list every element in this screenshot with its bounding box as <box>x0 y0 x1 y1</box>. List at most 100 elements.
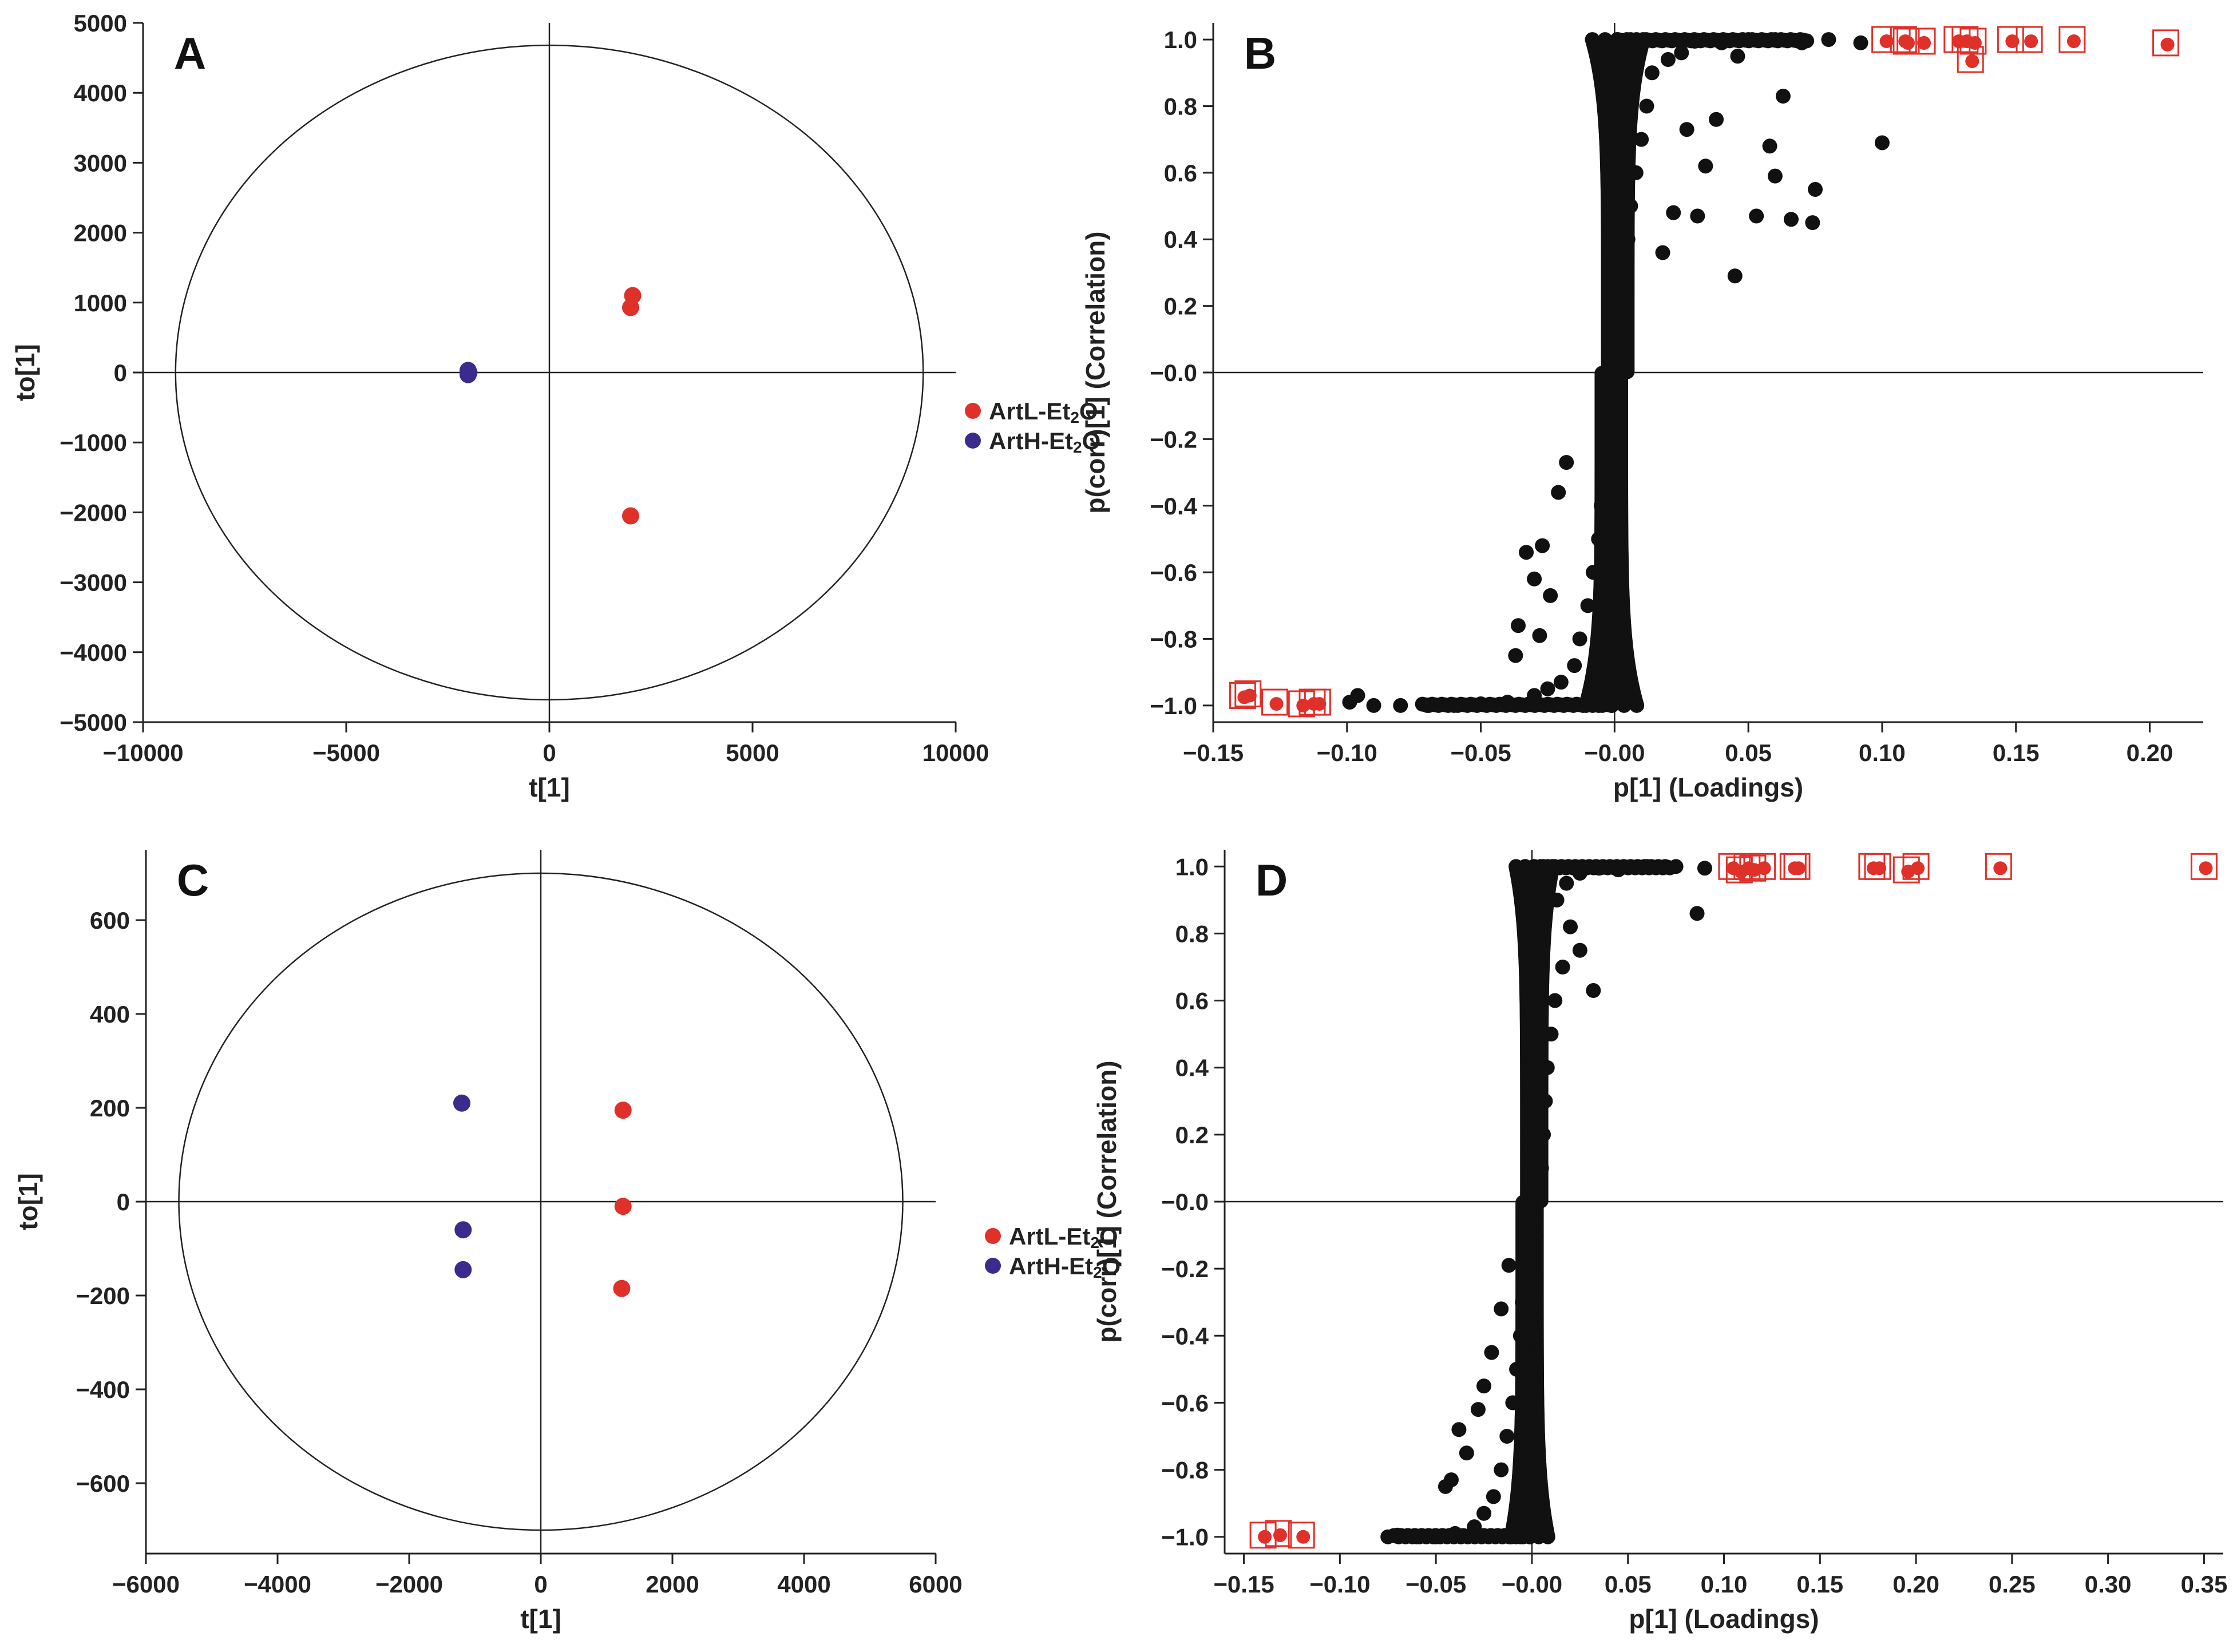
loading-point <box>1783 212 1799 227</box>
y-axis-title: to[1] <box>10 344 40 401</box>
x-tick-label: −10000 <box>102 739 183 766</box>
score-point <box>614 1102 632 1119</box>
loading-point <box>1540 681 1555 696</box>
y-tick-label: −1.0 <box>1161 1524 1209 1551</box>
x-tick-label: −5000 <box>312 739 380 766</box>
loading-point <box>1543 1027 1559 1042</box>
loading-point <box>1559 455 1574 470</box>
loading-point <box>1551 485 1566 500</box>
loading-point <box>1690 208 1705 224</box>
panel-b-s-plot: −0.15 −0.10 −0.05 −0.00 0.05 0.10 0.15 0.201.00… <box>1080 23 2203 802</box>
loading-point <box>1470 1402 1486 1417</box>
x-tick-label: 0.15 <box>1993 739 2040 766</box>
y-tick-label: −200 <box>76 1282 130 1309</box>
legend-label: ArtH-Et2O <box>989 427 1100 456</box>
score-point <box>622 507 639 525</box>
highlighted-point <box>2066 34 2081 49</box>
legend-marker <box>965 433 981 449</box>
loading-point <box>1508 648 1523 663</box>
loading-point <box>1538 1094 1553 1109</box>
score-point <box>614 1198 632 1215</box>
loading-point <box>1580 598 1595 613</box>
highlighted-point <box>1757 861 1771 875</box>
loading-point <box>1505 1395 1521 1411</box>
loading-point <box>1553 675 1569 690</box>
y-tick-label: −0.8 <box>1161 1457 1209 1484</box>
loading-point <box>1615 298 1630 314</box>
loading-point <box>1821 32 1836 47</box>
panel-label: A <box>174 28 206 78</box>
y-tick-label: −0.0 <box>1161 1189 1209 1215</box>
highlighted-point <box>1872 861 1886 875</box>
x-tick-label: −0.10 <box>1309 1571 1370 1598</box>
loading-point <box>1727 268 1743 284</box>
loading-point <box>1476 1506 1492 1521</box>
loading-point <box>1390 1527 1405 1543</box>
loading-point <box>1409 1529 1424 1544</box>
x-axis-title: t[1] <box>529 772 570 802</box>
loading-point <box>1534 1160 1549 1176</box>
loading-point <box>1527 571 1542 587</box>
loading-point <box>1591 531 1606 546</box>
x-tick-label: 0.05 <box>1725 739 1772 766</box>
loading-point <box>1447 1526 1463 1541</box>
x-tick-label: −0.05 <box>1405 1571 1466 1598</box>
x-tick-label: 4000 <box>777 1571 830 1598</box>
y-tick-label: 0.4 <box>1175 1055 1209 1081</box>
loading-point <box>1687 34 1703 49</box>
loading-point <box>1467 1519 1482 1535</box>
y-tick-label: 1000 <box>74 290 127 316</box>
y-tick-label: 0.2 <box>1175 1122 1209 1148</box>
loading-cluster <box>1415 32 1815 713</box>
loading-point <box>1679 122 1694 137</box>
x-axis-title: p[1] (Loadings) <box>1629 1604 1819 1634</box>
loading-point <box>1547 993 1563 1008</box>
panel-label: B <box>1244 28 1276 78</box>
loading-point <box>1874 135 1890 150</box>
loading-point <box>1644 65 1660 81</box>
x-tick-label: 0.10 <box>1859 739 1906 766</box>
loading-point <box>1618 265 1633 280</box>
loading-point <box>1775 89 1791 104</box>
x-tick-label: −0.15 <box>1183 739 1244 766</box>
panel-label: C <box>177 855 209 905</box>
loading-point <box>1501 1258 1517 1273</box>
loading-point <box>1698 159 1713 174</box>
y-tick-label: −0.8 <box>1150 626 1197 653</box>
loading-point <box>1586 983 1601 998</box>
y-tick-label: −0.2 <box>1150 426 1197 453</box>
x-tick-label: −4000 <box>244 1571 311 1598</box>
y-tick-label: −0.2 <box>1161 1255 1209 1282</box>
legend-marker <box>965 403 981 419</box>
x-tick-label: 0.25 <box>1989 1571 2036 1598</box>
loading-point <box>1559 875 1574 891</box>
y-tick-label: 2000 <box>74 220 127 247</box>
y-tick-label: 0 <box>114 359 127 386</box>
x-tick-label: −0.05 <box>1450 739 1511 766</box>
loading-point <box>1714 35 1729 50</box>
highlighted-point <box>1965 54 1979 69</box>
highlighted-point <box>1993 861 2008 875</box>
loading-point <box>1610 862 1626 878</box>
x-tick-label: 0.35 <box>2181 1571 2228 1598</box>
loading-point <box>1655 245 1670 260</box>
panel-d-s-plot: −0.15 −0.10 −0.05 −0.00 0.05 0.10 0.15 0.20 0.25… <box>1092 850 2227 1634</box>
x-tick-label: −0.15 <box>1213 1571 1274 1598</box>
x-tick-label: −0.00 <box>1502 1571 1562 1598</box>
loading-point <box>1709 112 1724 127</box>
y-tick-label: −0.0 <box>1150 359 1197 386</box>
y-tick-label: 0.2 <box>1164 293 1197 320</box>
loading-point <box>1459 1445 1474 1461</box>
loading-point <box>1853 35 1868 50</box>
loading-point <box>1572 942 1587 958</box>
x-tick-label: −2000 <box>375 1571 443 1598</box>
loading-point <box>1808 181 1823 197</box>
loading-point <box>1567 658 1582 674</box>
y-tick-label: 5000 <box>74 10 127 37</box>
y-tick-label: −0.4 <box>1161 1322 1209 1349</box>
y-tick-label: 4000 <box>74 80 127 106</box>
score-point <box>454 1261 472 1278</box>
y-tick-label: −0.6 <box>1150 559 1197 586</box>
